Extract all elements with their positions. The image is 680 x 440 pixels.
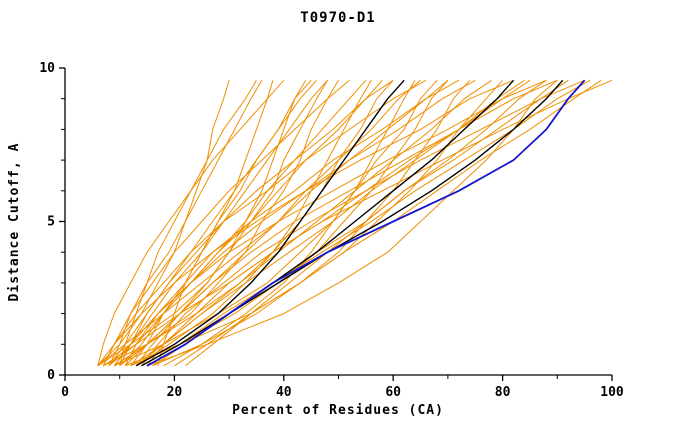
orange-model-curve [130, 79, 449, 367]
x-tick-label: 40 [276, 385, 292, 400]
orange-model-curve [113, 80, 339, 367]
y-axis-label: Distance Cutoff, A [7, 143, 22, 302]
x-tick-label: 0 [61, 385, 69, 400]
x-tick-label: 100 [600, 385, 624, 400]
orange-model-curve [97, 79, 449, 367]
orange-model-curve [185, 79, 547, 367]
black-model-curve [146, 79, 564, 367]
black-model-curve [141, 79, 515, 367]
orange-model-curve [97, 80, 230, 367]
orange-model-curve [102, 80, 263, 367]
orange-model-curve [163, 80, 416, 367]
y-tick-label: 0 [47, 368, 55, 383]
orange-model-curve [141, 79, 591, 367]
x-axis-label: Percent of Residues (CA) [232, 403, 444, 418]
model-curves-layer [97, 79, 613, 367]
axes-layer: 0 20 40 60 80 100 0 5 10 [39, 61, 624, 400]
orange-model-curve [119, 80, 307, 367]
orange-model-curve [113, 79, 328, 367]
black-model-curve [135, 79, 405, 367]
orange-model-curve [130, 79, 476, 367]
orange-model-curve [146, 79, 558, 367]
orange-model-curve [97, 79, 514, 367]
x-tick-label: 20 [167, 385, 183, 400]
orange-model-curve [124, 79, 503, 367]
orange-model-curve [97, 79, 285, 366]
orange-model-curve [108, 79, 312, 367]
orange-model-curve [108, 79, 383, 367]
blue-model-curve [146, 79, 586, 367]
orange-model-curve [102, 79, 427, 367]
x-tick-label: 80 [495, 385, 511, 400]
y-tick-label: 5 [47, 215, 55, 230]
x-tick-label: 60 [385, 385, 401, 400]
orange-model-curve [103, 79, 394, 367]
y-tick-label: 10 [39, 61, 55, 76]
orange-model-curve [119, 79, 367, 367]
orange-model-curve [157, 79, 317, 366]
chart-title: T0970-D1 [300, 10, 375, 26]
